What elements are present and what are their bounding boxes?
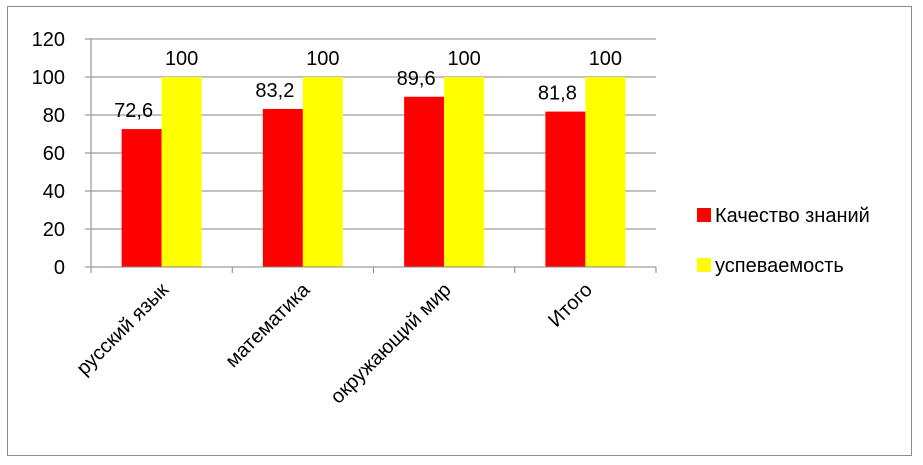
category-label: Итого <box>544 279 597 332</box>
axes <box>85 38 657 273</box>
y-tick-label: 80 <box>43 105 65 127</box>
category-label: математика <box>221 278 315 372</box>
bar <box>302 77 343 267</box>
legend: Качество знаний успеваемость <box>697 205 870 277</box>
legend-swatch <box>697 258 711 272</box>
category-label: русский язык <box>72 279 173 380</box>
y-tick-labels: 0 20 40 60 80 100 120 <box>32 29 65 279</box>
y-tick-label: 0 <box>54 257 65 279</box>
y-tick-label: 120 <box>32 29 65 51</box>
data-label: 72,6 <box>114 100 153 122</box>
bars <box>121 77 626 267</box>
bar <box>585 77 626 267</box>
y-tick-label: 40 <box>43 181 65 203</box>
bar <box>545 111 586 267</box>
bar <box>262 108 303 267</box>
data-label: 100 <box>447 48 480 70</box>
data-labels: 72,6 100 83,2 100 89,6 100 81,8 100 <box>114 48 622 122</box>
legend-label: успеваемость <box>715 255 844 277</box>
y-tick-label: 100 <box>32 67 65 89</box>
data-label: 81,8 <box>538 83 577 105</box>
category-labels: русский язык математика окружающий мир Итог… <box>72 278 596 408</box>
data-label: 100 <box>589 48 622 70</box>
y-tick-label: 20 <box>43 219 65 241</box>
bar <box>444 77 485 267</box>
category-label: окружающий мир <box>326 279 455 408</box>
data-label: 83,2 <box>255 80 294 102</box>
legend-swatch <box>697 208 711 222</box>
data-label: 100 <box>165 48 198 70</box>
bar <box>121 129 162 267</box>
data-label: 89,6 <box>397 68 436 90</box>
bar <box>404 96 445 267</box>
legend-label: Качество знаний <box>715 205 870 227</box>
bar <box>161 77 202 267</box>
y-tick-label: 60 <box>43 143 65 165</box>
data-label: 100 <box>306 48 339 70</box>
